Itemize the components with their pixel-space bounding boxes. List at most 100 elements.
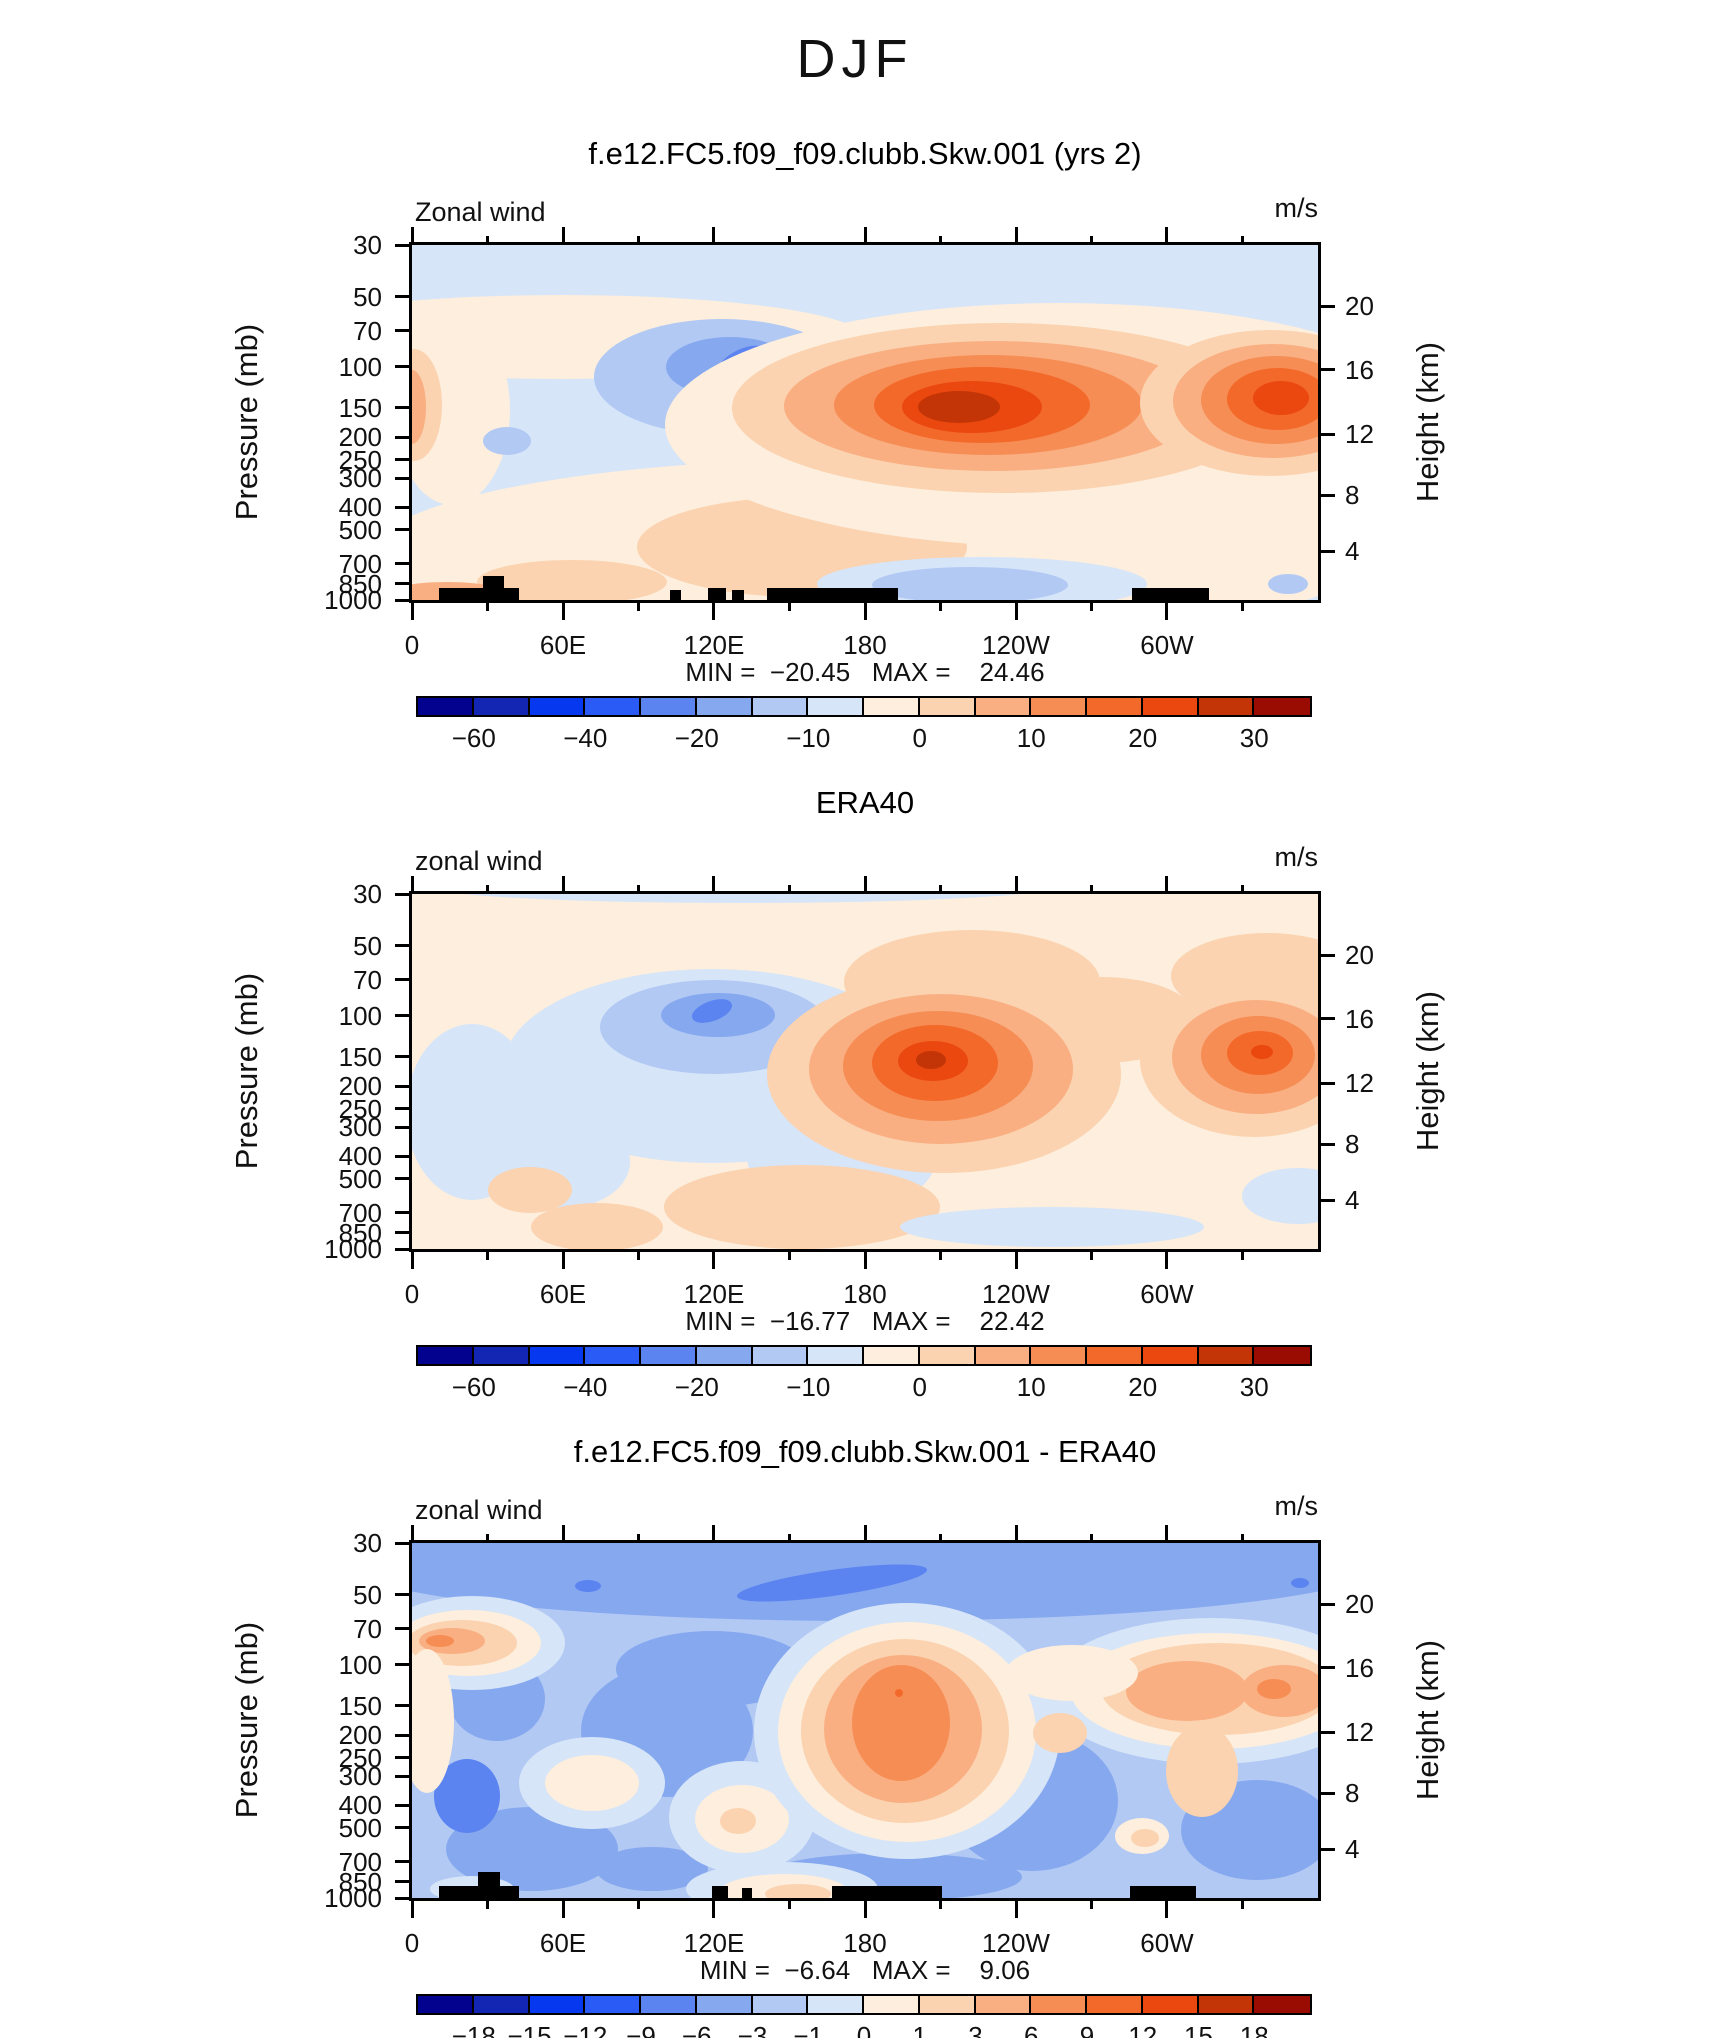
colorbar-label: 20 <box>1128 1372 1158 1402</box>
colorbar-label: 18 <box>1239 2021 1269 2038</box>
longitude-minor-tick-top <box>1090 236 1093 245</box>
pressure-tick-label: 500 <box>338 1812 382 1843</box>
longitude-minor-tick-top <box>788 236 791 245</box>
pressure-axis-title-3: Pressure (mb) <box>229 1621 264 1819</box>
pressure-tick-label: 200 <box>338 422 382 453</box>
pressure-tick <box>395 1756 412 1760</box>
contour-field-model <box>412 245 1318 600</box>
pressure-tick <box>395 528 412 532</box>
longitude-tick-label: 120W <box>982 630 1050 660</box>
colorbar-label: −3 <box>737 2021 768 2038</box>
longitude-tick <box>712 600 716 620</box>
colorbar-cell <box>862 1994 922 2015</box>
longitude-minor-tick <box>1241 1898 1244 1909</box>
contour-blob <box>434 1759 500 1833</box>
colorbar-cell <box>973 1345 1034 1366</box>
colorbar-cell <box>806 1345 866 1366</box>
contour-blob <box>1242 1168 1318 1224</box>
colorbar-label: −20 <box>674 1372 719 1402</box>
longitude-tick-top <box>1014 876 1018 894</box>
colorbar-label: 3 <box>968 2021 983 2038</box>
pressure-tick <box>395 1247 412 1251</box>
pressure-tick-label: 1000 <box>324 1883 382 1913</box>
pressure-tick <box>395 582 412 586</box>
pressure-tick-label: 400 <box>338 492 382 523</box>
field-label-model: Zonal wind <box>415 197 546 227</box>
pressure-tick <box>395 1014 412 1018</box>
pressure-tick <box>395 1704 412 1708</box>
topography-mask <box>478 1872 500 1898</box>
height-tick-label: 16 <box>1345 1003 1374 1034</box>
topography-mask <box>1130 1886 1196 1898</box>
longitude-tick <box>1165 600 1169 620</box>
contour-blob <box>1291 1578 1309 1588</box>
longitude-minor-tick-top <box>1241 885 1244 894</box>
stats-text-model: MIN = −20.45 MAX = 24.46 <box>685 657 1045 687</box>
longitude-minor-tick-top <box>637 1534 640 1543</box>
contour-blob <box>1006 1645 1138 1701</box>
contour-blob <box>1126 1661 1248 1721</box>
contour-blob <box>488 1167 572 1213</box>
colorbar-label: −20 <box>674 723 719 753</box>
contour-blob <box>545 1755 639 1811</box>
height-tick-label: 8 <box>1345 1778 1360 1809</box>
contour-blob <box>426 1635 454 1647</box>
pressure-tick-label: 50 <box>353 930 382 961</box>
colorbar-cell <box>527 1345 588 1366</box>
longitude-tick-label: 60W <box>1140 1279 1194 1309</box>
height-tick <box>1318 1847 1335 1851</box>
pressure-tick-label: 700 <box>338 1197 382 1228</box>
contour-blob <box>1033 1713 1087 1753</box>
longitude-tick-label: 120E <box>683 1279 745 1309</box>
longitude-tick-top <box>712 227 716 245</box>
topography-mask <box>712 1886 728 1898</box>
colorbar-label: −60 <box>451 1372 496 1402</box>
field-label-difference: zonal wind <box>415 1495 543 1525</box>
colorbar-cell <box>917 696 978 717</box>
longitude-tick-top <box>1014 227 1018 245</box>
longitude-tick <box>1014 1249 1018 1269</box>
longitude-tick <box>410 1898 414 1918</box>
longitude-tick <box>1014 1898 1018 1918</box>
contour-blob <box>1257 1679 1291 1699</box>
longitude-tick-label: 180 <box>843 630 887 660</box>
colorbar-label: −18 <box>451 2021 496 2038</box>
colorbar-label: 6 <box>1024 2021 1039 2038</box>
pressure-tick-label: 70 <box>353 315 382 346</box>
longitude-tick-top <box>561 876 565 894</box>
pressure-tick-label: 1000 <box>324 585 382 615</box>
pressure-tick <box>395 1084 412 1088</box>
pressure-tick <box>395 1803 412 1807</box>
pressure-tick-label: 850 <box>338 1866 382 1897</box>
longitude-minor-tick-top <box>637 236 640 245</box>
height-tick <box>1318 1602 1335 1606</box>
colorbar-cell <box>1252 1994 1312 2015</box>
contour-blob <box>412 370 426 444</box>
colorbar-cell <box>806 1994 866 2015</box>
colorbar-cell <box>1085 1345 1145 1366</box>
longitude-minor-tick-top <box>938 885 942 894</box>
longitude-tick-label: 120W <box>982 1279 1050 1309</box>
pressure-tick-label: 150 <box>338 1690 382 1721</box>
plot-frame-era40 <box>409 891 1321 1252</box>
pressure-tick <box>395 1826 412 1830</box>
pressure-tick <box>395 295 412 299</box>
longitude-minor-tick-top <box>1090 1534 1093 1543</box>
pressure-axis-title-2: Pressure (mb) <box>229 972 264 1170</box>
longitude-tick-label: 180 <box>843 1928 887 1958</box>
contour-blob <box>916 1051 946 1069</box>
height-tick <box>1318 1666 1335 1670</box>
longitude-minor-tick <box>788 1898 791 1909</box>
pressure-tick-label: 70 <box>353 964 382 995</box>
height-tick <box>1318 1791 1335 1795</box>
pressure-tick-label: 500 <box>338 514 382 545</box>
pressure-tick <box>395 562 412 566</box>
colorbar-cell <box>1140 696 1201 717</box>
colorbar-label: −15 <box>507 2021 552 2038</box>
height-tick <box>1318 1730 1335 1734</box>
height-tick <box>1318 1017 1335 1021</box>
contour-blob <box>531 1203 663 1249</box>
pressure-tick <box>395 1627 412 1631</box>
colorbar-label: −6 <box>681 2021 712 2038</box>
colorbar-cell <box>1029 696 1089 717</box>
